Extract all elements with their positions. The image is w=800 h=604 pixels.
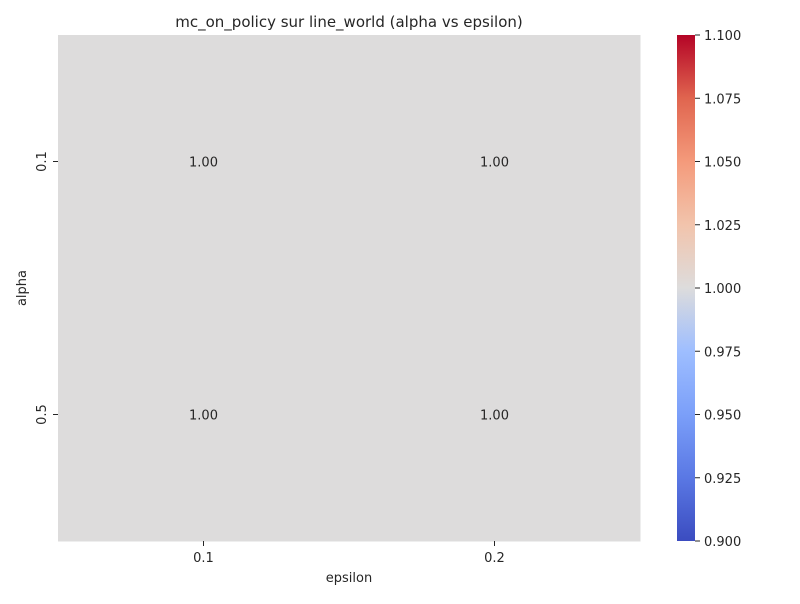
colorbar-tick-label: 0.950 bbox=[704, 409, 741, 424]
x-axis-label: epsilon bbox=[326, 571, 372, 586]
cell-value-label: 1.00 bbox=[189, 156, 218, 171]
colorbar-ticks: 0.900 0.925 0.950 0.975 1.000 1.025 1.050 1.075… bbox=[695, 29, 741, 550]
y-axis: 0.1 0.5 bbox=[35, 151, 58, 425]
y-tick-label: 0.1 bbox=[35, 151, 50, 172]
heatmap-cells: 1.00 1.00 1.00 1.00 bbox=[58, 35, 641, 542]
colorbar-tick-label: 1.000 bbox=[704, 282, 741, 297]
x-axis: 0.1 0.2 bbox=[193, 541, 505, 566]
y-tick-label: 0.5 bbox=[35, 404, 50, 425]
heatmap-cell bbox=[58, 35, 350, 289]
cell-value-label: 1.00 bbox=[480, 156, 509, 171]
heatmap-cell bbox=[58, 288, 350, 542]
colorbar-tick-label: 0.900 bbox=[704, 535, 741, 550]
y-axis-label: alpha bbox=[15, 270, 30, 306]
x-tick-label: 0.1 bbox=[193, 551, 214, 566]
heatmap-cell bbox=[349, 288, 641, 542]
cell-value-label: 1.00 bbox=[189, 409, 218, 424]
heatmap-cell bbox=[349, 35, 641, 289]
colorbar-tick-label: 1.100 bbox=[704, 29, 741, 44]
colorbar-tick-label: 1.025 bbox=[704, 219, 741, 234]
cell-value-label: 1.00 bbox=[480, 409, 509, 424]
colorbar-tick-label: 1.075 bbox=[704, 92, 741, 107]
chart-title: mc_on_policy sur line_world (alpha vs ep… bbox=[175, 13, 522, 32]
x-tick-label: 0.2 bbox=[484, 551, 505, 566]
colorbar-tick-label: 0.975 bbox=[704, 345, 741, 360]
colorbar bbox=[677, 35, 695, 541]
colorbar-tick-label: 0.925 bbox=[704, 472, 741, 487]
colorbar-tick-label: 1.050 bbox=[704, 156, 741, 171]
